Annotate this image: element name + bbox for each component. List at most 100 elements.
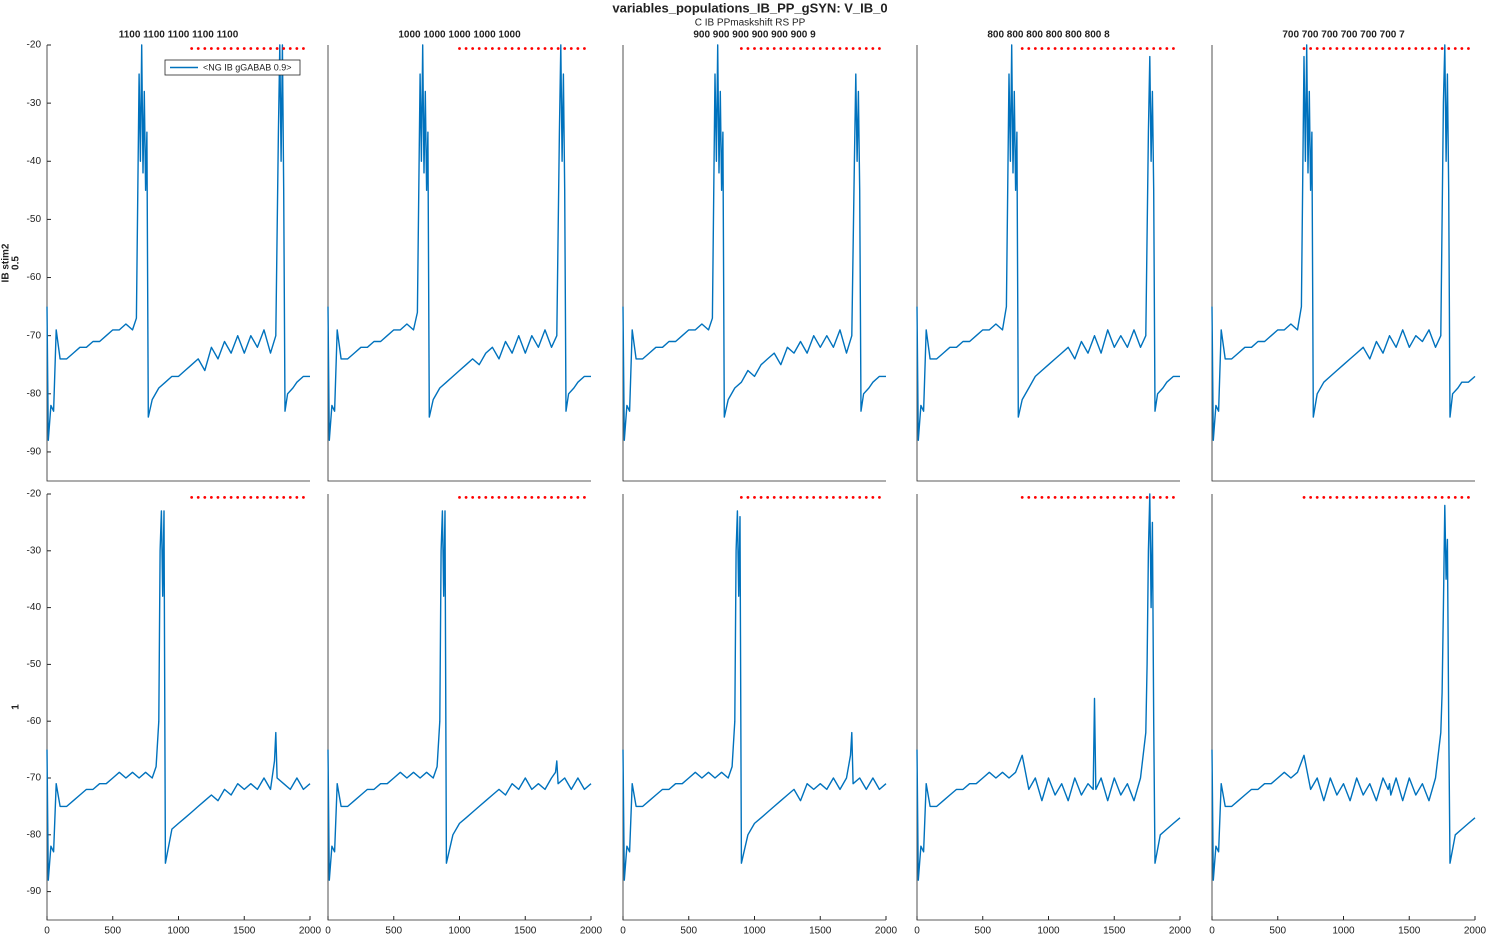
y-axis-label: 1 — [11, 704, 22, 710]
marker-dot — [216, 496, 220, 499]
marker-dot — [1158, 496, 1162, 499]
marker-dot — [1066, 496, 1070, 499]
marker-dot — [1335, 47, 1339, 50]
marker-dot — [1335, 496, 1339, 499]
marker-dot — [1388, 496, 1391, 499]
marker-dot — [799, 47, 802, 50]
legend-label: <NG IB gGABAB 0.9> — [203, 62, 292, 72]
figure-subtitle: C IB PPmaskshift RS PP — [695, 18, 806, 29]
marker-dot — [1145, 47, 1149, 50]
marker-dot — [1342, 47, 1345, 50]
marker-dot — [1086, 47, 1090, 50]
marker-dot — [1302, 47, 1306, 50]
marker-dot — [203, 47, 207, 50]
marker-dot — [1099, 496, 1103, 499]
marker-dot — [871, 496, 875, 499]
x-tick-label: 500 — [104, 926, 121, 937]
marker-dot — [1368, 47, 1372, 50]
marker-dot — [1152, 47, 1156, 50]
marker-dot — [223, 496, 226, 499]
marker-dot — [825, 47, 829, 50]
marker-dot — [1374, 496, 1378, 499]
axis-line — [622, 45, 886, 482]
marker-dot — [282, 496, 286, 499]
marker-dot — [196, 47, 200, 50]
marker-dot — [203, 496, 207, 499]
marker-dot — [249, 47, 253, 50]
marker-dot — [845, 47, 848, 50]
axis-line — [46, 45, 310, 482]
marker-dot — [1060, 47, 1064, 50]
marker-dot — [302, 496, 305, 499]
x-tick-label: 2000 — [1169, 926, 1192, 937]
marker-dot — [1407, 47, 1411, 50]
marker-dot — [878, 496, 881, 499]
marker-dot — [1139, 47, 1142, 50]
marker-dot — [1328, 47, 1332, 50]
marker-dot — [878, 47, 881, 50]
marker-dot — [1322, 47, 1326, 50]
marker-dot — [256, 47, 259, 50]
marker-dot — [563, 47, 567, 50]
marker-dot — [1427, 496, 1431, 499]
marker-dot — [275, 47, 279, 50]
marker-dot — [569, 496, 573, 499]
marker-dot — [779, 47, 783, 50]
marker-dot — [464, 47, 468, 50]
marker-dot — [530, 496, 534, 499]
marker-dot — [262, 47, 266, 50]
marker-dot — [190, 496, 194, 499]
marker-dot — [1414, 496, 1418, 499]
marker-dot — [484, 496, 488, 499]
marker-dot — [458, 47, 461, 50]
x-tick-label: 500 — [974, 926, 991, 937]
marker-dot — [288, 47, 292, 50]
marker-dot — [759, 47, 763, 50]
marker-dot — [471, 496, 475, 499]
marker-dot — [282, 47, 286, 50]
panel-title: 1000 1000 1000 1000 1000 — [398, 30, 521, 41]
marker-dot — [1447, 47, 1451, 50]
marker-dot — [785, 496, 789, 499]
marker-dot — [1158, 47, 1162, 50]
y-tick-label: -90 — [27, 447, 42, 458]
marker-dot — [1132, 496, 1136, 499]
marker-dot — [256, 496, 259, 499]
marker-dot — [1421, 47, 1424, 50]
x-tick-label: 1000 — [1332, 926, 1355, 937]
x-tick-label: 2000 — [299, 926, 322, 937]
marker-dot — [812, 496, 816, 499]
marker-dot — [1348, 47, 1352, 50]
marker-dot — [1388, 47, 1391, 50]
marker-dot — [1020, 496, 1024, 499]
marker-dot — [530, 47, 534, 50]
y-tick-label: -70 — [27, 330, 42, 341]
marker-dot — [818, 47, 822, 50]
marker-dot — [302, 47, 305, 50]
y-axis-label: 0.5 — [11, 256, 22, 270]
marker-dot — [805, 47, 809, 50]
marker-dot — [484, 47, 488, 50]
marker-dot — [583, 47, 586, 50]
marker-dot — [785, 47, 789, 50]
marker-dot — [295, 47, 299, 50]
marker-dot — [805, 496, 809, 499]
marker-dot — [772, 47, 776, 50]
marker-dot — [209, 47, 213, 50]
marker-dot — [746, 496, 750, 499]
marker-dot — [550, 496, 553, 499]
marker-dot — [1381, 47, 1385, 50]
marker-dot — [1414, 47, 1418, 50]
marker-dot — [753, 47, 756, 50]
marker-dot — [799, 496, 802, 499]
x-tick-label: 1000 — [448, 926, 471, 937]
y-tick-label: -80 — [27, 829, 42, 840]
marker-dot — [1020, 47, 1024, 50]
panel-title: 900 900 900 900 900 900 9 — [693, 30, 816, 41]
x-tick-label: 0 — [914, 926, 920, 937]
marker-dot — [832, 47, 835, 50]
marker-dot — [818, 496, 822, 499]
marker-dot — [510, 47, 514, 50]
marker-dot — [825, 496, 829, 499]
